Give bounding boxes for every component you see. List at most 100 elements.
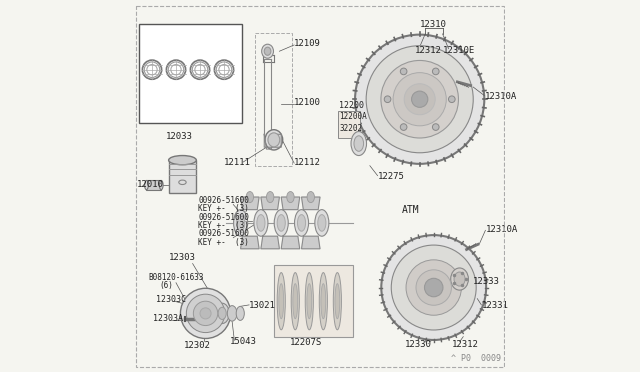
- Text: 12310: 12310: [420, 20, 447, 29]
- Text: 12111: 12111: [224, 157, 251, 167]
- Polygon shape: [281, 197, 300, 210]
- Text: ^ P0  0009: ^ P0 0009: [451, 354, 501, 363]
- Ellipse shape: [293, 284, 298, 319]
- Polygon shape: [241, 236, 259, 249]
- Text: 12330: 12330: [405, 340, 432, 349]
- Ellipse shape: [333, 273, 341, 330]
- Text: 12200: 12200: [339, 102, 364, 110]
- Text: 13021: 13021: [249, 301, 276, 311]
- Text: 00926-51600: 00926-51600: [198, 196, 249, 205]
- Circle shape: [393, 73, 446, 126]
- Polygon shape: [261, 236, 280, 249]
- Ellipse shape: [168, 155, 196, 165]
- Text: B08120-61633: B08120-61633: [148, 273, 204, 282]
- Ellipse shape: [264, 47, 271, 55]
- Ellipse shape: [307, 192, 314, 203]
- Text: 12310E: 12310E: [443, 46, 476, 55]
- Circle shape: [381, 61, 458, 138]
- Ellipse shape: [319, 273, 328, 330]
- Text: 12207S: 12207S: [290, 339, 322, 347]
- Ellipse shape: [305, 273, 314, 330]
- Bar: [168, 160, 196, 193]
- Ellipse shape: [262, 44, 273, 58]
- Circle shape: [384, 96, 391, 103]
- Ellipse shape: [315, 210, 329, 236]
- Circle shape: [449, 96, 455, 103]
- Ellipse shape: [268, 133, 280, 147]
- Ellipse shape: [218, 307, 226, 320]
- Ellipse shape: [265, 130, 283, 150]
- Ellipse shape: [318, 215, 326, 231]
- Text: 12303C: 12303C: [156, 295, 186, 304]
- Polygon shape: [301, 197, 320, 210]
- Text: 12331: 12331: [482, 301, 509, 311]
- Text: 12303A: 12303A: [153, 314, 183, 323]
- Text: 12109: 12109: [294, 39, 321, 48]
- Circle shape: [186, 294, 225, 333]
- Bar: [147, 180, 161, 190]
- Bar: [139, 23, 243, 123]
- Text: KEY +-  (3): KEY +- (3): [198, 221, 249, 230]
- Text: KEY +-  (3): KEY +- (3): [198, 238, 249, 247]
- Ellipse shape: [279, 284, 284, 319]
- Ellipse shape: [291, 273, 300, 330]
- Text: 12312: 12312: [415, 46, 442, 55]
- Circle shape: [404, 84, 435, 115]
- Circle shape: [200, 308, 211, 319]
- Circle shape: [193, 301, 218, 326]
- Text: KEY +-  (3): KEY +- (3): [198, 204, 249, 214]
- Text: 12010: 12010: [137, 180, 164, 189]
- Ellipse shape: [246, 192, 253, 203]
- Circle shape: [433, 68, 439, 75]
- Text: 12333: 12333: [472, 277, 499, 286]
- Text: 12310A: 12310A: [486, 225, 518, 234]
- Text: (6): (6): [159, 281, 173, 290]
- Text: 12302: 12302: [184, 341, 211, 350]
- Ellipse shape: [321, 284, 326, 319]
- Circle shape: [400, 124, 407, 130]
- Circle shape: [400, 68, 407, 75]
- Ellipse shape: [294, 210, 308, 236]
- Polygon shape: [261, 197, 280, 210]
- Ellipse shape: [257, 215, 265, 231]
- Bar: [274, 265, 353, 337]
- Ellipse shape: [354, 136, 364, 151]
- Circle shape: [406, 260, 461, 315]
- Ellipse shape: [274, 210, 288, 236]
- Ellipse shape: [159, 180, 163, 190]
- Ellipse shape: [298, 215, 306, 231]
- Ellipse shape: [307, 284, 312, 319]
- Ellipse shape: [145, 180, 148, 190]
- Circle shape: [433, 124, 439, 130]
- Circle shape: [412, 91, 428, 108]
- Polygon shape: [301, 236, 320, 249]
- Text: 12310A: 12310A: [485, 92, 517, 101]
- Ellipse shape: [215, 303, 229, 324]
- Ellipse shape: [237, 215, 244, 231]
- Text: 00926-51600: 00926-51600: [198, 230, 249, 238]
- Text: 12100: 12100: [294, 99, 321, 108]
- Text: 12112: 12112: [294, 157, 321, 167]
- Circle shape: [424, 278, 443, 297]
- Circle shape: [391, 245, 476, 330]
- Ellipse shape: [287, 192, 294, 203]
- Text: 15043: 15043: [230, 337, 257, 346]
- Polygon shape: [241, 197, 259, 210]
- Polygon shape: [281, 236, 300, 249]
- Ellipse shape: [454, 272, 465, 286]
- Ellipse shape: [234, 210, 248, 236]
- Ellipse shape: [236, 307, 244, 320]
- Bar: [255, 33, 292, 166]
- Text: 12275: 12275: [378, 172, 404, 181]
- Text: 12033: 12033: [166, 132, 193, 141]
- Ellipse shape: [451, 268, 468, 290]
- Ellipse shape: [266, 192, 274, 203]
- Ellipse shape: [227, 306, 237, 321]
- Ellipse shape: [335, 284, 340, 319]
- Text: 12200A: 12200A: [339, 112, 367, 121]
- Circle shape: [355, 35, 484, 164]
- Ellipse shape: [277, 215, 285, 231]
- Circle shape: [416, 270, 451, 305]
- Text: 32202: 32202: [339, 124, 362, 133]
- Text: 12303: 12303: [168, 253, 195, 263]
